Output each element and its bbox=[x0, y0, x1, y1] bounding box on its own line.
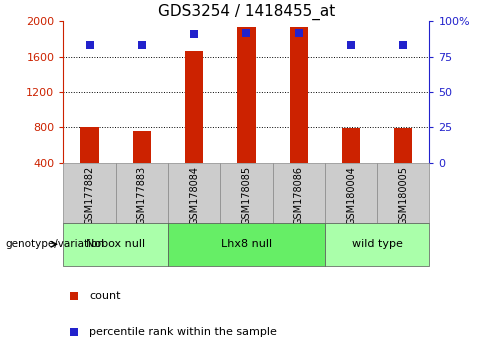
Text: genotype/variation: genotype/variation bbox=[5, 239, 104, 249]
Text: GSM178084: GSM178084 bbox=[189, 166, 199, 225]
Bar bbox=[273, 163, 325, 223]
Text: GSM178085: GSM178085 bbox=[242, 166, 251, 225]
Bar bbox=[116, 163, 168, 223]
Text: GSM177883: GSM177883 bbox=[137, 166, 147, 225]
Bar bbox=[185, 51, 203, 163]
Text: GSM180004: GSM180004 bbox=[346, 166, 356, 225]
Bar bbox=[133, 131, 151, 163]
Text: percentile rank within the sample: percentile rank within the sample bbox=[89, 327, 277, 337]
Bar bbox=[394, 128, 412, 163]
Text: GSM178086: GSM178086 bbox=[294, 166, 304, 225]
Bar bbox=[237, 28, 256, 163]
Text: wild type: wild type bbox=[352, 239, 403, 249]
Text: GSM180005: GSM180005 bbox=[398, 166, 408, 225]
Text: count: count bbox=[89, 291, 121, 302]
Bar bbox=[325, 223, 429, 266]
Bar bbox=[63, 223, 168, 266]
Bar bbox=[168, 163, 220, 223]
Bar bbox=[325, 163, 377, 223]
Bar bbox=[220, 163, 273, 223]
Text: Lhx8 null: Lhx8 null bbox=[221, 239, 272, 249]
Bar bbox=[289, 27, 308, 163]
Title: GDS3254 / 1418455_at: GDS3254 / 1418455_at bbox=[158, 4, 335, 20]
Bar bbox=[342, 128, 360, 163]
Bar bbox=[168, 223, 325, 266]
Text: Nobox null: Nobox null bbox=[86, 239, 145, 249]
Text: GSM177882: GSM177882 bbox=[84, 166, 95, 225]
Bar bbox=[81, 127, 99, 163]
Bar bbox=[63, 163, 116, 223]
Bar bbox=[377, 163, 429, 223]
